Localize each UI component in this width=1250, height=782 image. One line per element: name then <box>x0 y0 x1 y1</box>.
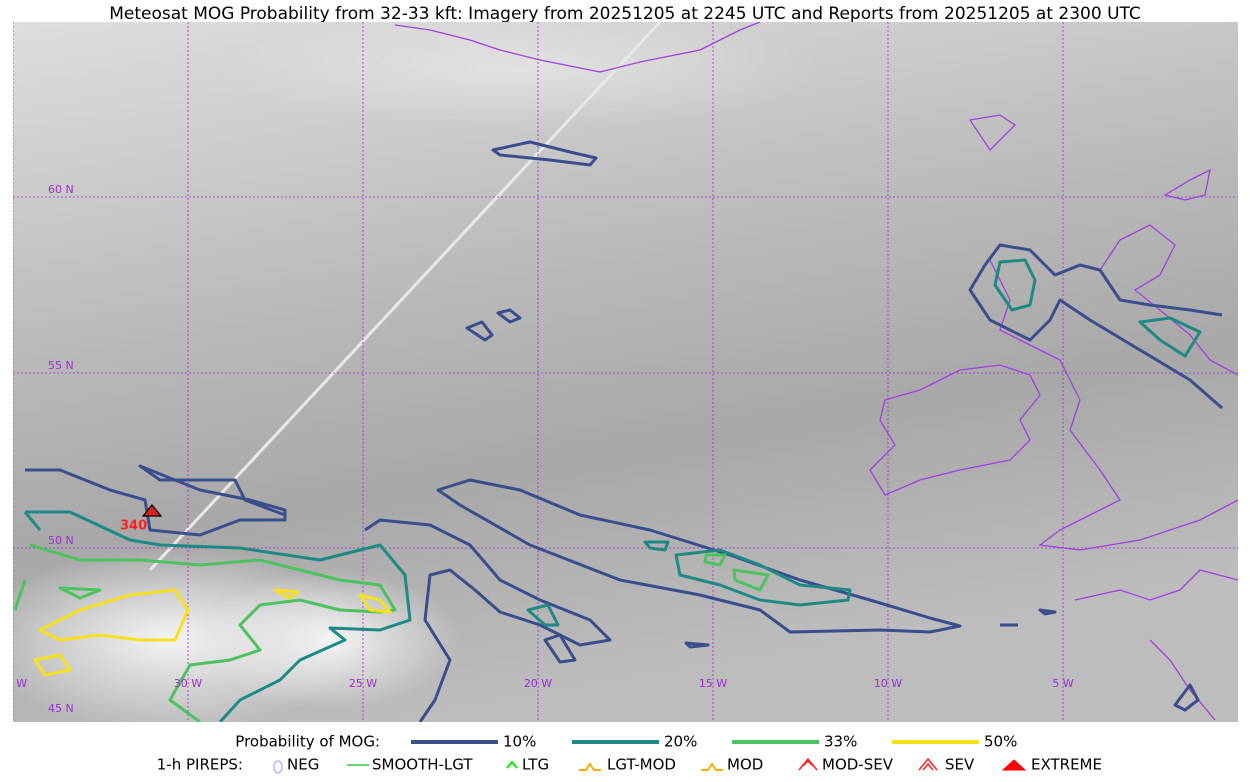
legend-label: 50% <box>984 733 1017 751</box>
contour <box>968 243 1223 410</box>
cloud <box>200 570 460 710</box>
longitude-label: 35 W <box>0 677 27 690</box>
coastline <box>869 364 1041 496</box>
contour <box>23 510 412 722</box>
pirep-label: SMOOTH-LGT <box>372 756 473 774</box>
pirep-icon <box>1001 759 1027 771</box>
coastline <box>1074 569 1238 721</box>
contour <box>993 258 1202 358</box>
contour <box>25 464 287 537</box>
pirep-icon <box>918 757 938 771</box>
pirep-label: EXTREME <box>1031 756 1102 774</box>
title: Meteosat MOG Probability from 32-33 kft:… <box>109 4 1141 24</box>
coastlines <box>394 22 1238 721</box>
pirep-label: MOD-SEV <box>822 756 894 774</box>
coastline <box>989 259 1238 551</box>
contour <box>436 478 962 634</box>
legend-label: 20% <box>664 733 697 751</box>
legend-label: 10% <box>503 733 536 751</box>
latitude-label: 50 N <box>48 534 74 547</box>
pirep-icon <box>701 762 723 771</box>
longitude-label: 20 W <box>524 677 552 690</box>
cloud <box>220 22 820 130</box>
longitude-label: 30 W <box>174 677 202 690</box>
coastline <box>1163 168 1211 201</box>
legend: Probability of MOG: 10% 20% 33% 50% 1-h PIREP… <box>157 733 1102 774</box>
pirep-label: SEV <box>945 756 975 774</box>
pirep-label: LTG <box>522 756 549 774</box>
contour <box>491 140 598 167</box>
contour <box>703 553 770 592</box>
contour <box>465 308 522 342</box>
legend-title: Probability of MOG: <box>235 733 380 751</box>
latitude-label: 45 N <box>48 702 74 715</box>
map: 60 N 55 N 50 N 45 N 35 W 30 W 25 W 20 W 15 W 10 W… <box>0 22 1238 722</box>
coastline <box>1099 224 1238 376</box>
longitude-label: 5 W <box>1052 677 1073 690</box>
contours <box>13 140 1223 722</box>
contour <box>526 540 852 627</box>
graticule <box>13 22 1238 722</box>
pirep-marker <box>141 504 163 517</box>
latitude-label: 60 N <box>48 183 74 196</box>
pirep-icon <box>506 760 518 769</box>
latitude-label: 55 N <box>48 359 74 372</box>
contour <box>33 588 392 677</box>
longitude-label: 15 W <box>699 677 727 690</box>
legend-label: 33% <box>824 733 857 751</box>
contour <box>543 608 1200 712</box>
pirep-label: LGT-MOD <box>607 756 676 774</box>
coastline <box>968 114 1017 152</box>
coastline <box>394 22 761 73</box>
pirep-icon <box>798 757 818 771</box>
longitude-label: 25 W <box>349 677 377 690</box>
longitude-label: 10 W <box>874 677 902 690</box>
pirep-label: NEG <box>287 756 319 774</box>
pirep-label: MOD <box>727 756 763 774</box>
report-label: 340 <box>120 519 147 534</box>
pirep-icon <box>579 762 601 771</box>
legend-title: 1-h PIREPS: <box>157 756 243 774</box>
pirep-icon <box>273 760 283 774</box>
map-labels: 60 N 55 N 50 N 45 N 35 W 30 W 25 W 20 W 15 W 10 W… <box>0 183 1074 715</box>
